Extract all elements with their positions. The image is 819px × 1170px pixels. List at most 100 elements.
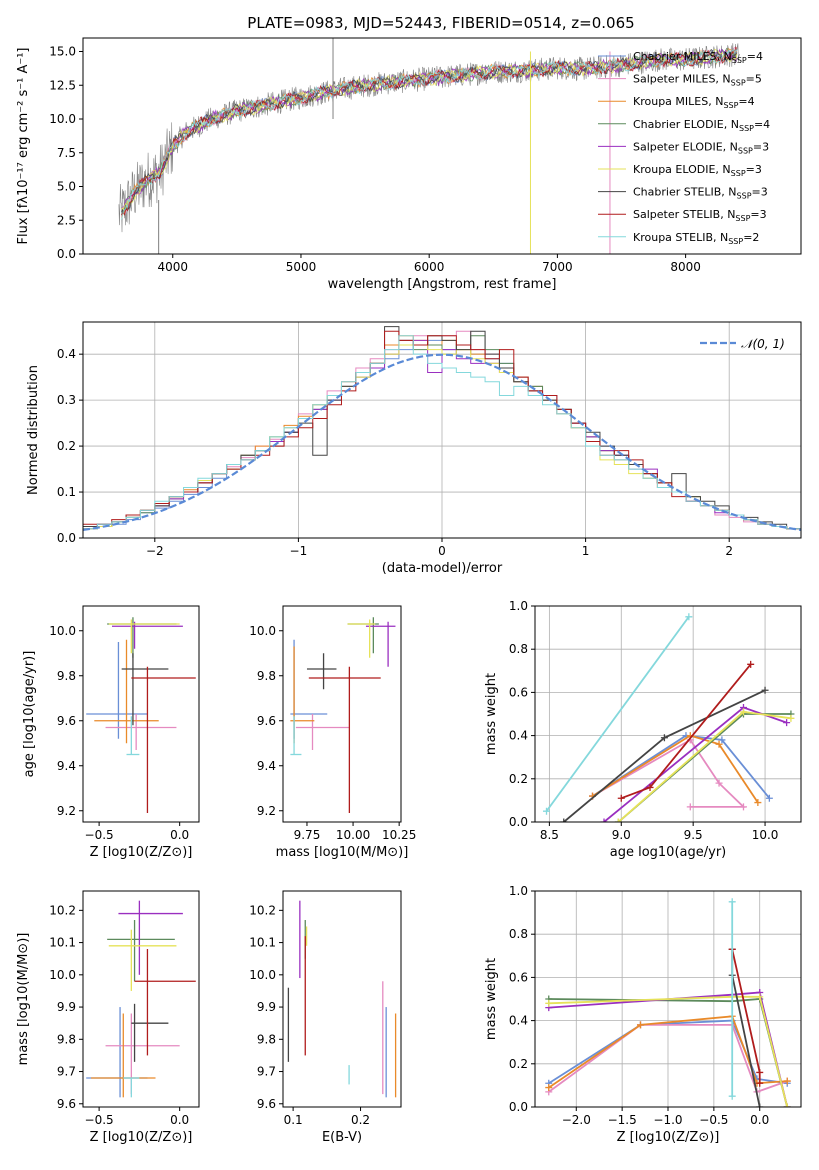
- legend: Chabrier MILES, NSSP=4 Salpeter MILES, NS…: [598, 50, 770, 246]
- point-kroupa-elodie: [614, 818, 622, 822]
- y-tick-label: 10.2: [49, 903, 76, 917]
- point-chabrier-miles: [718, 736, 726, 744]
- point-chabrier-stelib: [761, 686, 769, 694]
- y-tick-label: 9.8: [257, 669, 276, 683]
- point-kroupa-miles: [636, 1021, 644, 1029]
- spectrum-panel: Chabrier MILES, NSSP=4 Salpeter MILES, NS…: [16, 37, 802, 292]
- y-tick-label: 0.8: [509, 927, 528, 941]
- y-tick-label: 9.8: [257, 1032, 276, 1046]
- y-tick-label: 9.9: [257, 1000, 276, 1014]
- errorbar-chabrier-elodie: [107, 920, 175, 982]
- errorbar-kroupa-stelib: [126, 716, 140, 756]
- y-tick-label: 0.6: [509, 685, 528, 699]
- y-tick-label: 9.6: [57, 1097, 76, 1111]
- y-tick-label: 0.1: [57, 485, 76, 499]
- mass-vs-reddening-panel: 0.1 0.2 9.6 9.7 9.8 9.9 10.0 10.1 10.2 E(B-V): [249, 890, 402, 1145]
- line-chabrier-miles: [592, 734, 771, 799]
- x-axis-label: Z [log10(Z/Z⊙)]: [90, 1130, 193, 1145]
- x-tick-label: 4000: [157, 260, 188, 274]
- x-tick-label: 9.0: [612, 828, 631, 842]
- legend-label-salpeter-elodie-n-ssp-3: Salpeter ELODIE, NSSP=3: [633, 140, 769, 155]
- point-kroupa-miles: [545, 1084, 553, 1092]
- point-chabrier-miles: [765, 794, 773, 802]
- x-tick-label: −2: [146, 544, 164, 558]
- axes-frame: [82, 890, 200, 1108]
- y-tick-label: 0.4: [509, 729, 528, 743]
- point-salpeter-stelib: [646, 783, 654, 791]
- point-kroupa-stelib: [685, 613, 693, 621]
- errorbar-chabrier-stelib: [121, 653, 169, 726]
- y-tick-label: 9.4: [257, 759, 276, 773]
- x-tick-label: −1.0: [653, 1113, 682, 1127]
- model-spectrum-kroupa-miles-n-ssp-4: [121, 48, 737, 219]
- errorbar-salpeter-miles: [295, 714, 350, 750]
- y-axis-label: mass weight: [484, 673, 499, 755]
- y-tick-label: 9.4: [57, 759, 76, 773]
- plot-area: [86, 617, 196, 813]
- x-tick-label: −2.0: [562, 1113, 591, 1127]
- y-tick-label: 0.4: [509, 1014, 528, 1028]
- legend-label-chabrier-elodie-n-ssp-4: Chabrier ELODIE, NSSP=4: [633, 118, 770, 133]
- x-axis-label: E(B-V): [322, 1130, 362, 1145]
- point-kroupa-miles: [754, 799, 762, 807]
- residual-histogram-panel: 𝒩(0, 1) −2 −1 0 1 2 0.0 0.1 0.2 0.3 0.4 (data-model…: [26, 321, 802, 576]
- errorbar-salpeter-elodie: [112, 621, 183, 649]
- y-tick-label: 9.7: [57, 1065, 76, 1079]
- axes-frame: [534, 605, 802, 823]
- y-tick-label: 10.2: [249, 903, 276, 917]
- y-tick-label: 9.2: [257, 804, 276, 818]
- legend-label-kroupa-stelib-n-ssp-2: Kroupa STELIB, NSSP=2: [633, 231, 759, 246]
- axes-frame: [282, 605, 402, 823]
- point-kroupa-stelib: [728, 1092, 736, 1100]
- y-tick-label: 10.0: [49, 624, 76, 638]
- y-tick-label: 0.8: [509, 642, 528, 656]
- x-tick-label: −1.5: [608, 1113, 637, 1127]
- point-kroupa-elodie: [545, 999, 553, 1007]
- x-axis-label: Z [log10(Z/Z⊙)]: [617, 1130, 720, 1145]
- y-tick-label: 0.0: [509, 815, 528, 829]
- x-tick-label: 5000: [286, 260, 317, 274]
- point-salpeter-elodie: [600, 818, 608, 822]
- y-tick-label: 1.0: [509, 884, 528, 898]
- point-salpeter-miles: [739, 803, 747, 811]
- plot-area: [86, 900, 196, 1098]
- point-kroupa-miles: [715, 740, 723, 748]
- point-chabrier-stelib: [756, 1103, 764, 1107]
- legend-label-normal: 𝒩(0, 1): [741, 337, 785, 351]
- legend-label-salpeter-stelib-n-ssp-3: Salpeter STELIB, NSSP=3: [633, 208, 767, 223]
- point-salpeter-elodie: [783, 719, 791, 727]
- x-tick-label: 0.0: [750, 1113, 769, 1127]
- x-tick-label: 0: [438, 544, 446, 558]
- x-tick-label: 1: [582, 544, 590, 558]
- point-chabrier-stelib: [660, 734, 668, 742]
- point-kroupa-stelib: [728, 898, 736, 906]
- plot-area: [83, 326, 801, 538]
- y-tick-label: 9.6: [57, 714, 76, 728]
- y-tick-label: 5.0: [57, 180, 76, 194]
- line-kroupa-elodie: [548, 995, 789, 1107]
- y-axis-label: age [log10(age/yr)]: [22, 651, 37, 778]
- errorbar-salpeter-stelib: [134, 949, 196, 1056]
- x-axis-label: Z [log10(Z/Z⊙)]: [90, 845, 193, 860]
- plot-area: [118, 38, 740, 254]
- y-tick-label: 9.2: [57, 804, 76, 818]
- x-tick-label: 0.1: [284, 1113, 303, 1127]
- y-tick-label: 10.0: [249, 624, 276, 638]
- x-axis-label: age log10(age/yr): [610, 845, 727, 860]
- errorbar-salpeter-miles: [105, 714, 177, 750]
- plot-area: [287, 900, 397, 1098]
- y-tick-label: 0.0: [57, 247, 76, 261]
- legend-label-salpeter-miles-n-ssp-5: Salpeter MILES, NSSP=5: [633, 73, 762, 88]
- x-tick-label: −1: [290, 544, 308, 558]
- errorbar-salpeter-elodie: [118, 900, 183, 975]
- y-axis-label: Flux [fλ10⁻¹⁷ erg cm⁻² s⁻¹ A⁻¹]: [16, 48, 31, 245]
- errorbar-chabrier-stelib: [131, 1003, 169, 1062]
- x-tick-label: 8.5: [540, 828, 559, 842]
- age-vs-mass-panel: 9.75 10.00 10.25 9.2 9.4 9.6 9.8 10.0 mass [log1…: [249, 605, 416, 860]
- point-salpeter-stelib: [617, 794, 625, 802]
- mass-weight-vs-age-panel: 8.5 9.0 9.5 10.0 0.0 0.2 0.4 0.6 0.8 1.0 age log10…: [484, 599, 802, 860]
- x-tick-label: 10.00: [336, 828, 370, 842]
- mass-weight-vs-metallicity-panel: −2.0 −1.5 −1.0 −0.5 0.0 0.0 0.2 0.4 0.6 0.8 1.0 Z […: [484, 884, 802, 1145]
- y-tick-label: 10.0: [49, 968, 76, 982]
- x-tick-label: 6000: [414, 260, 445, 274]
